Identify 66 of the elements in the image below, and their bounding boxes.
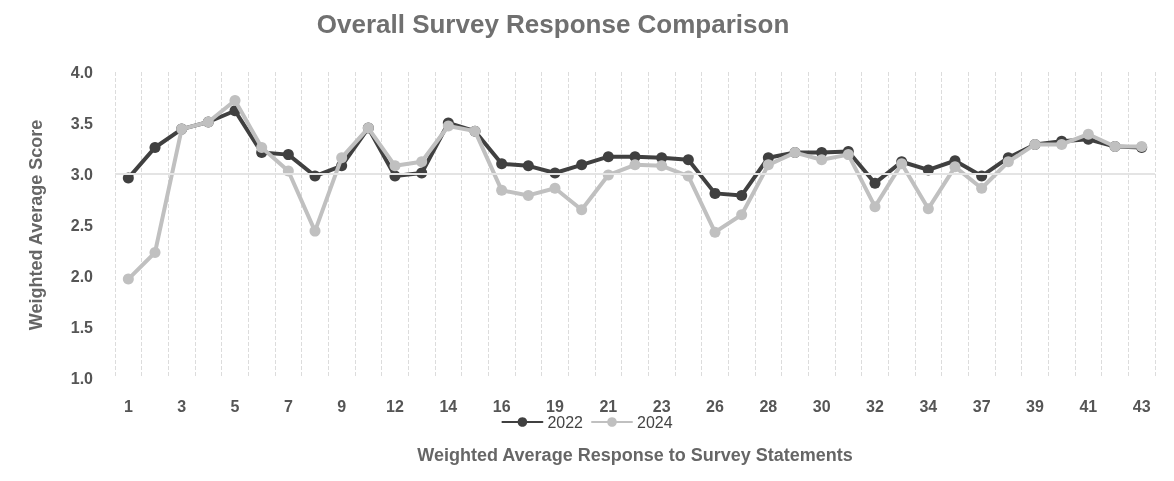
- y-tick-label: 1.5: [70, 318, 94, 336]
- y-tick-label: 4.0: [70, 63, 94, 81]
- y-tick-label: 1.0: [70, 369, 94, 387]
- x-tick-label: 7: [283, 397, 293, 415]
- x-tick-label: 34: [919, 397, 938, 415]
- point: [602, 151, 614, 163]
- x-tick-label: 1: [123, 397, 133, 415]
- point: [736, 209, 748, 221]
- point: [709, 187, 721, 199]
- point: [816, 154, 828, 166]
- point: [522, 160, 534, 172]
- x-tick-label: 21: [599, 397, 618, 415]
- point: [122, 273, 134, 285]
- x-tick-label: 12: [386, 397, 404, 415]
- point: [416, 156, 428, 168]
- x-tick-label: 37: [972, 397, 991, 415]
- x-tick-label: 30: [812, 397, 831, 415]
- point: [736, 189, 748, 201]
- point: [682, 154, 694, 166]
- point: [496, 158, 508, 170]
- point: [576, 204, 588, 216]
- point: [922, 203, 934, 215]
- chart-title: Overall Survey Response Comparison: [316, 9, 790, 39]
- x-tick-label: 32: [866, 397, 884, 415]
- x-tick-label: 39: [1026, 397, 1044, 415]
- point: [229, 95, 241, 107]
- y-tick-label: 3.5: [70, 114, 94, 132]
- point: [656, 160, 668, 172]
- y-tick-label: 2.5: [70, 216, 94, 234]
- legend-label: 2024: [637, 413, 673, 431]
- point: [336, 152, 348, 164]
- point: [576, 159, 588, 171]
- point: [549, 182, 561, 194]
- point: [282, 149, 294, 161]
- point: [709, 226, 721, 238]
- x-tick-label: 19: [546, 397, 564, 415]
- y-tick-label: 3.0: [70, 165, 94, 183]
- x-tick-label: 41: [1079, 397, 1098, 415]
- point: [869, 177, 881, 189]
- point: [309, 225, 321, 237]
- point: [949, 161, 961, 173]
- x-tick-label: 3: [177, 397, 187, 415]
- point: [389, 160, 401, 172]
- point: [522, 189, 534, 201]
- x-tick-label: 14: [439, 397, 458, 415]
- point: [869, 201, 881, 213]
- x-axis-title: Weighted Average Response to Survey Statements: [417, 445, 853, 465]
- point: [496, 184, 508, 196]
- x-tick-label: 16: [492, 397, 511, 415]
- x-tick-label: 9: [337, 397, 347, 415]
- y-axis-title: Weighted Average Score: [26, 119, 46, 331]
- y-tick-label: 2.0: [70, 267, 94, 285]
- legend-label: 2022: [547, 413, 584, 431]
- point: [629, 159, 641, 171]
- point: [1082, 128, 1094, 140]
- point: [149, 247, 161, 259]
- point: [149, 141, 161, 153]
- point: [762, 159, 774, 171]
- x-tick-label: 26: [706, 397, 724, 415]
- x-tick-label: 28: [759, 397, 778, 415]
- point: [1002, 156, 1014, 168]
- point: [976, 182, 988, 194]
- x-tick-label: 23: [652, 397, 671, 415]
- x-tick-label: 5: [230, 397, 240, 415]
- point: [256, 141, 268, 153]
- x-tick-label: 43: [1132, 397, 1151, 415]
